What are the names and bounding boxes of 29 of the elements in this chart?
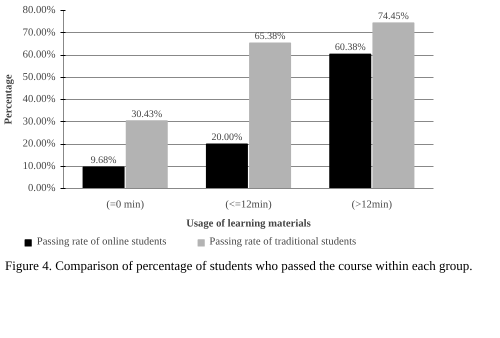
bar (206, 144, 248, 188)
y-tick-label: 40.00% (22, 94, 56, 105)
y-tick-label: 60.00% (22, 50, 56, 60)
x-tick-label: (<=12min) (225, 200, 272, 210)
data-label: 20.00% (212, 132, 242, 143)
legend-label: Passing rate of traditional students (209, 236, 356, 248)
y-tick-label: 70.00% (22, 27, 56, 38)
data-label: 60.38% (334, 42, 366, 54)
x-tick-label: (>12min) (352, 200, 392, 210)
y-tick-label: 20.00% (22, 138, 56, 150)
y-tick-label: 0.00% (28, 183, 56, 194)
bar (126, 120, 168, 188)
y-tick-label: 10.00% (22, 160, 56, 172)
caption: Figure 4. Comparison of percentage of students who passed the course within each group. (5, 257, 473, 275)
y-tick-label: 30.00% (22, 116, 56, 128)
y-tick-label: 80.00% (22, 5, 56, 16)
bar (329, 54, 372, 188)
y-tick-label: 50.00% (22, 72, 56, 83)
legend-label: Passing rate of online students (36, 236, 166, 248)
y-axis-title: Percentage (4, 74, 15, 125)
data-label: 30.43% (131, 108, 162, 120)
bar (372, 22, 414, 188)
x-axis-title: Usage of learning materials (186, 218, 311, 230)
x-tick-label: (=0 min) (106, 200, 144, 210)
data-label: 9.68% (90, 154, 117, 166)
bar (82, 166, 125, 188)
data-label: 74.45% (378, 10, 409, 22)
data-label: 65.38% (254, 31, 286, 42)
bar (249, 42, 292, 188)
